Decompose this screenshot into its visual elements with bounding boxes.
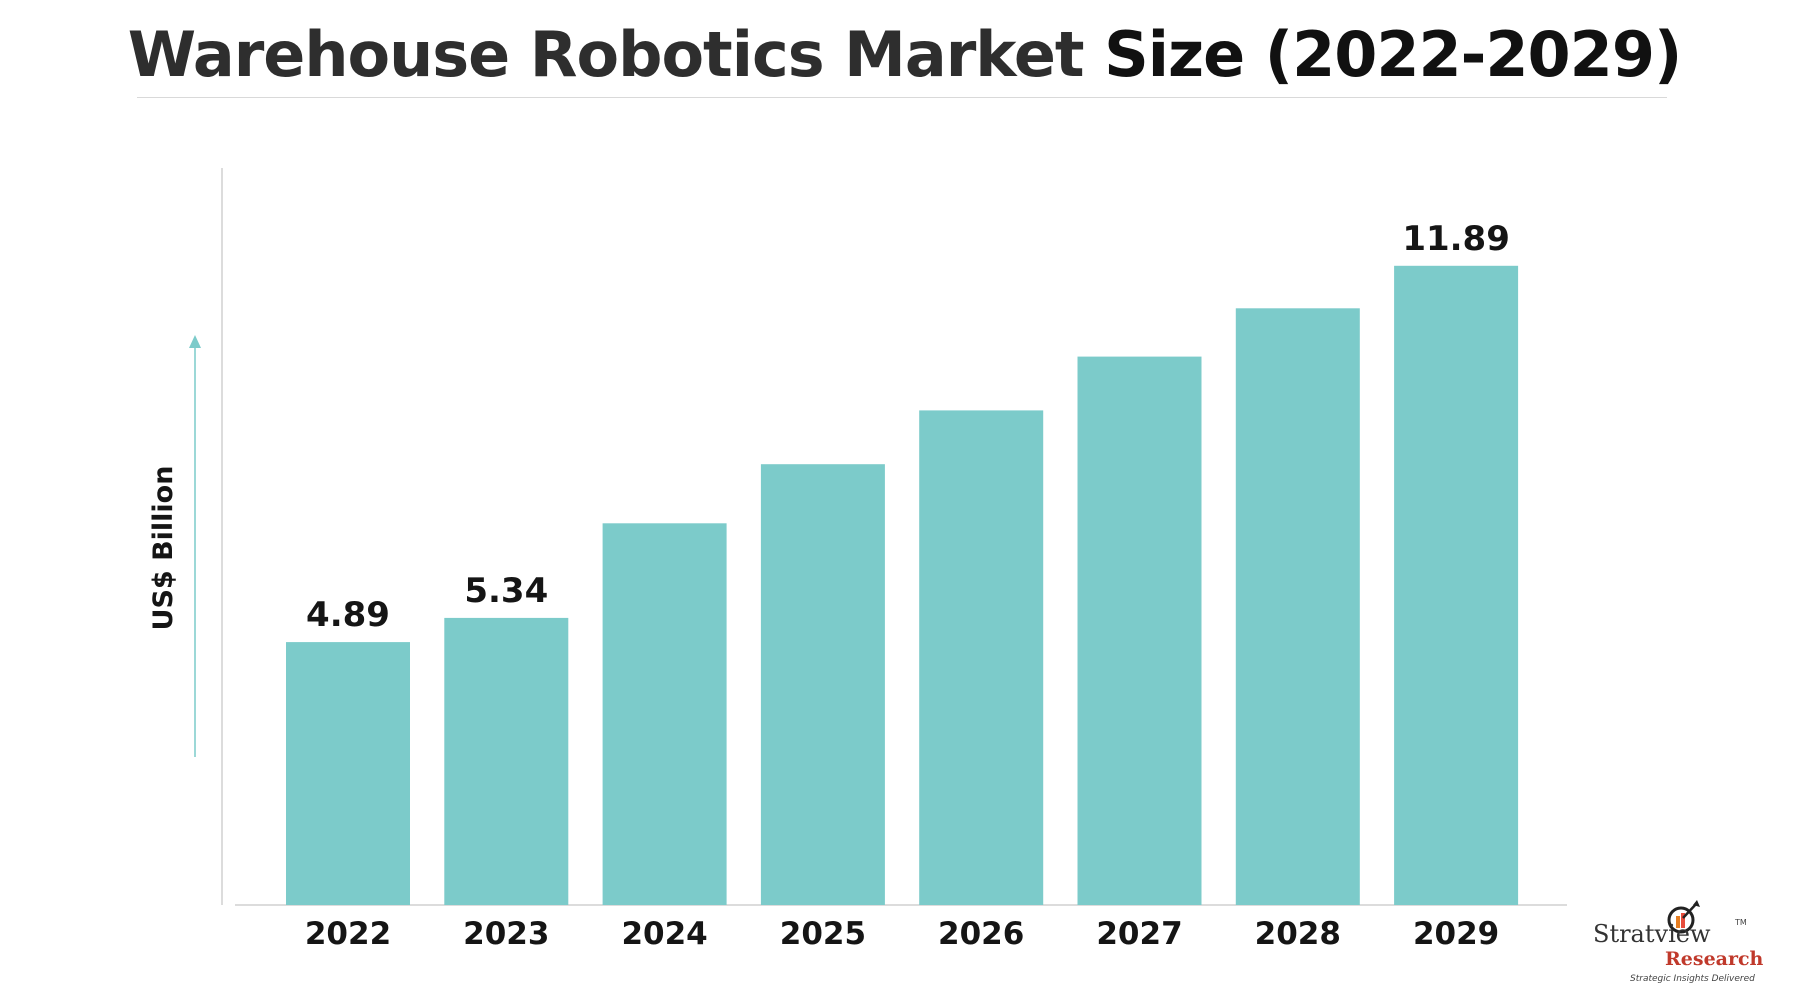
logo-name: Stratview (1593, 920, 1711, 948)
y-axis-label: US$ Billion (148, 466, 179, 631)
bar-2026 (919, 410, 1044, 905)
bar-2025 (760, 464, 885, 905)
title-divider (137, 97, 1667, 98)
chart-title: Warehouse Robotics Market Size (2022-202… (0, 18, 1809, 91)
x-tick-label-2027: 2027 (1096, 916, 1182, 952)
bar-value-label-2029: 11.89 (1402, 219, 1510, 259)
x-tick-label-2023: 2023 (463, 916, 549, 952)
x-tick-label-2024: 2024 (621, 916, 707, 952)
chart-title-part2: Size (2022-2029) (1104, 18, 1682, 91)
x-tick-label-2026: 2026 (938, 916, 1024, 952)
target-arrow-icon (1667, 900, 1700, 934)
stratview-logo: Stratview TM Research Strategic Insights… (1585, 898, 1775, 998)
x-tick-label-2029: 2029 (1413, 916, 1499, 952)
chart-title-part1: Warehouse Robotics Market (127, 18, 1105, 91)
bar-2022 (286, 642, 410, 905)
bar-value-label-2022: 4.89 (306, 595, 390, 635)
bar-2024 (602, 523, 727, 905)
bar-2028 (1235, 308, 1360, 905)
bar-2023 (444, 617, 569, 905)
bar-value-label-2023: 5.34 (464, 571, 548, 611)
x-tick-label-2025: 2025 (780, 916, 866, 952)
logo-tm: TM (1735, 918, 1747, 927)
x-tick-label-2028: 2028 (1255, 916, 1341, 952)
logo-research: Research (1665, 948, 1764, 970)
logo-tagline: Strategic Insights Delivered (1630, 974, 1755, 984)
bar-2027 (1077, 356, 1202, 906)
bars-group: 4.89 2022 5.34 2023 2024 2025 2026 2027 2028 11.8… (286, 219, 1519, 952)
x-tick-label-2022: 2022 (305, 916, 391, 952)
y-axis-arrow-head-icon (189, 335, 201, 348)
bar-2029 (1394, 265, 1519, 905)
